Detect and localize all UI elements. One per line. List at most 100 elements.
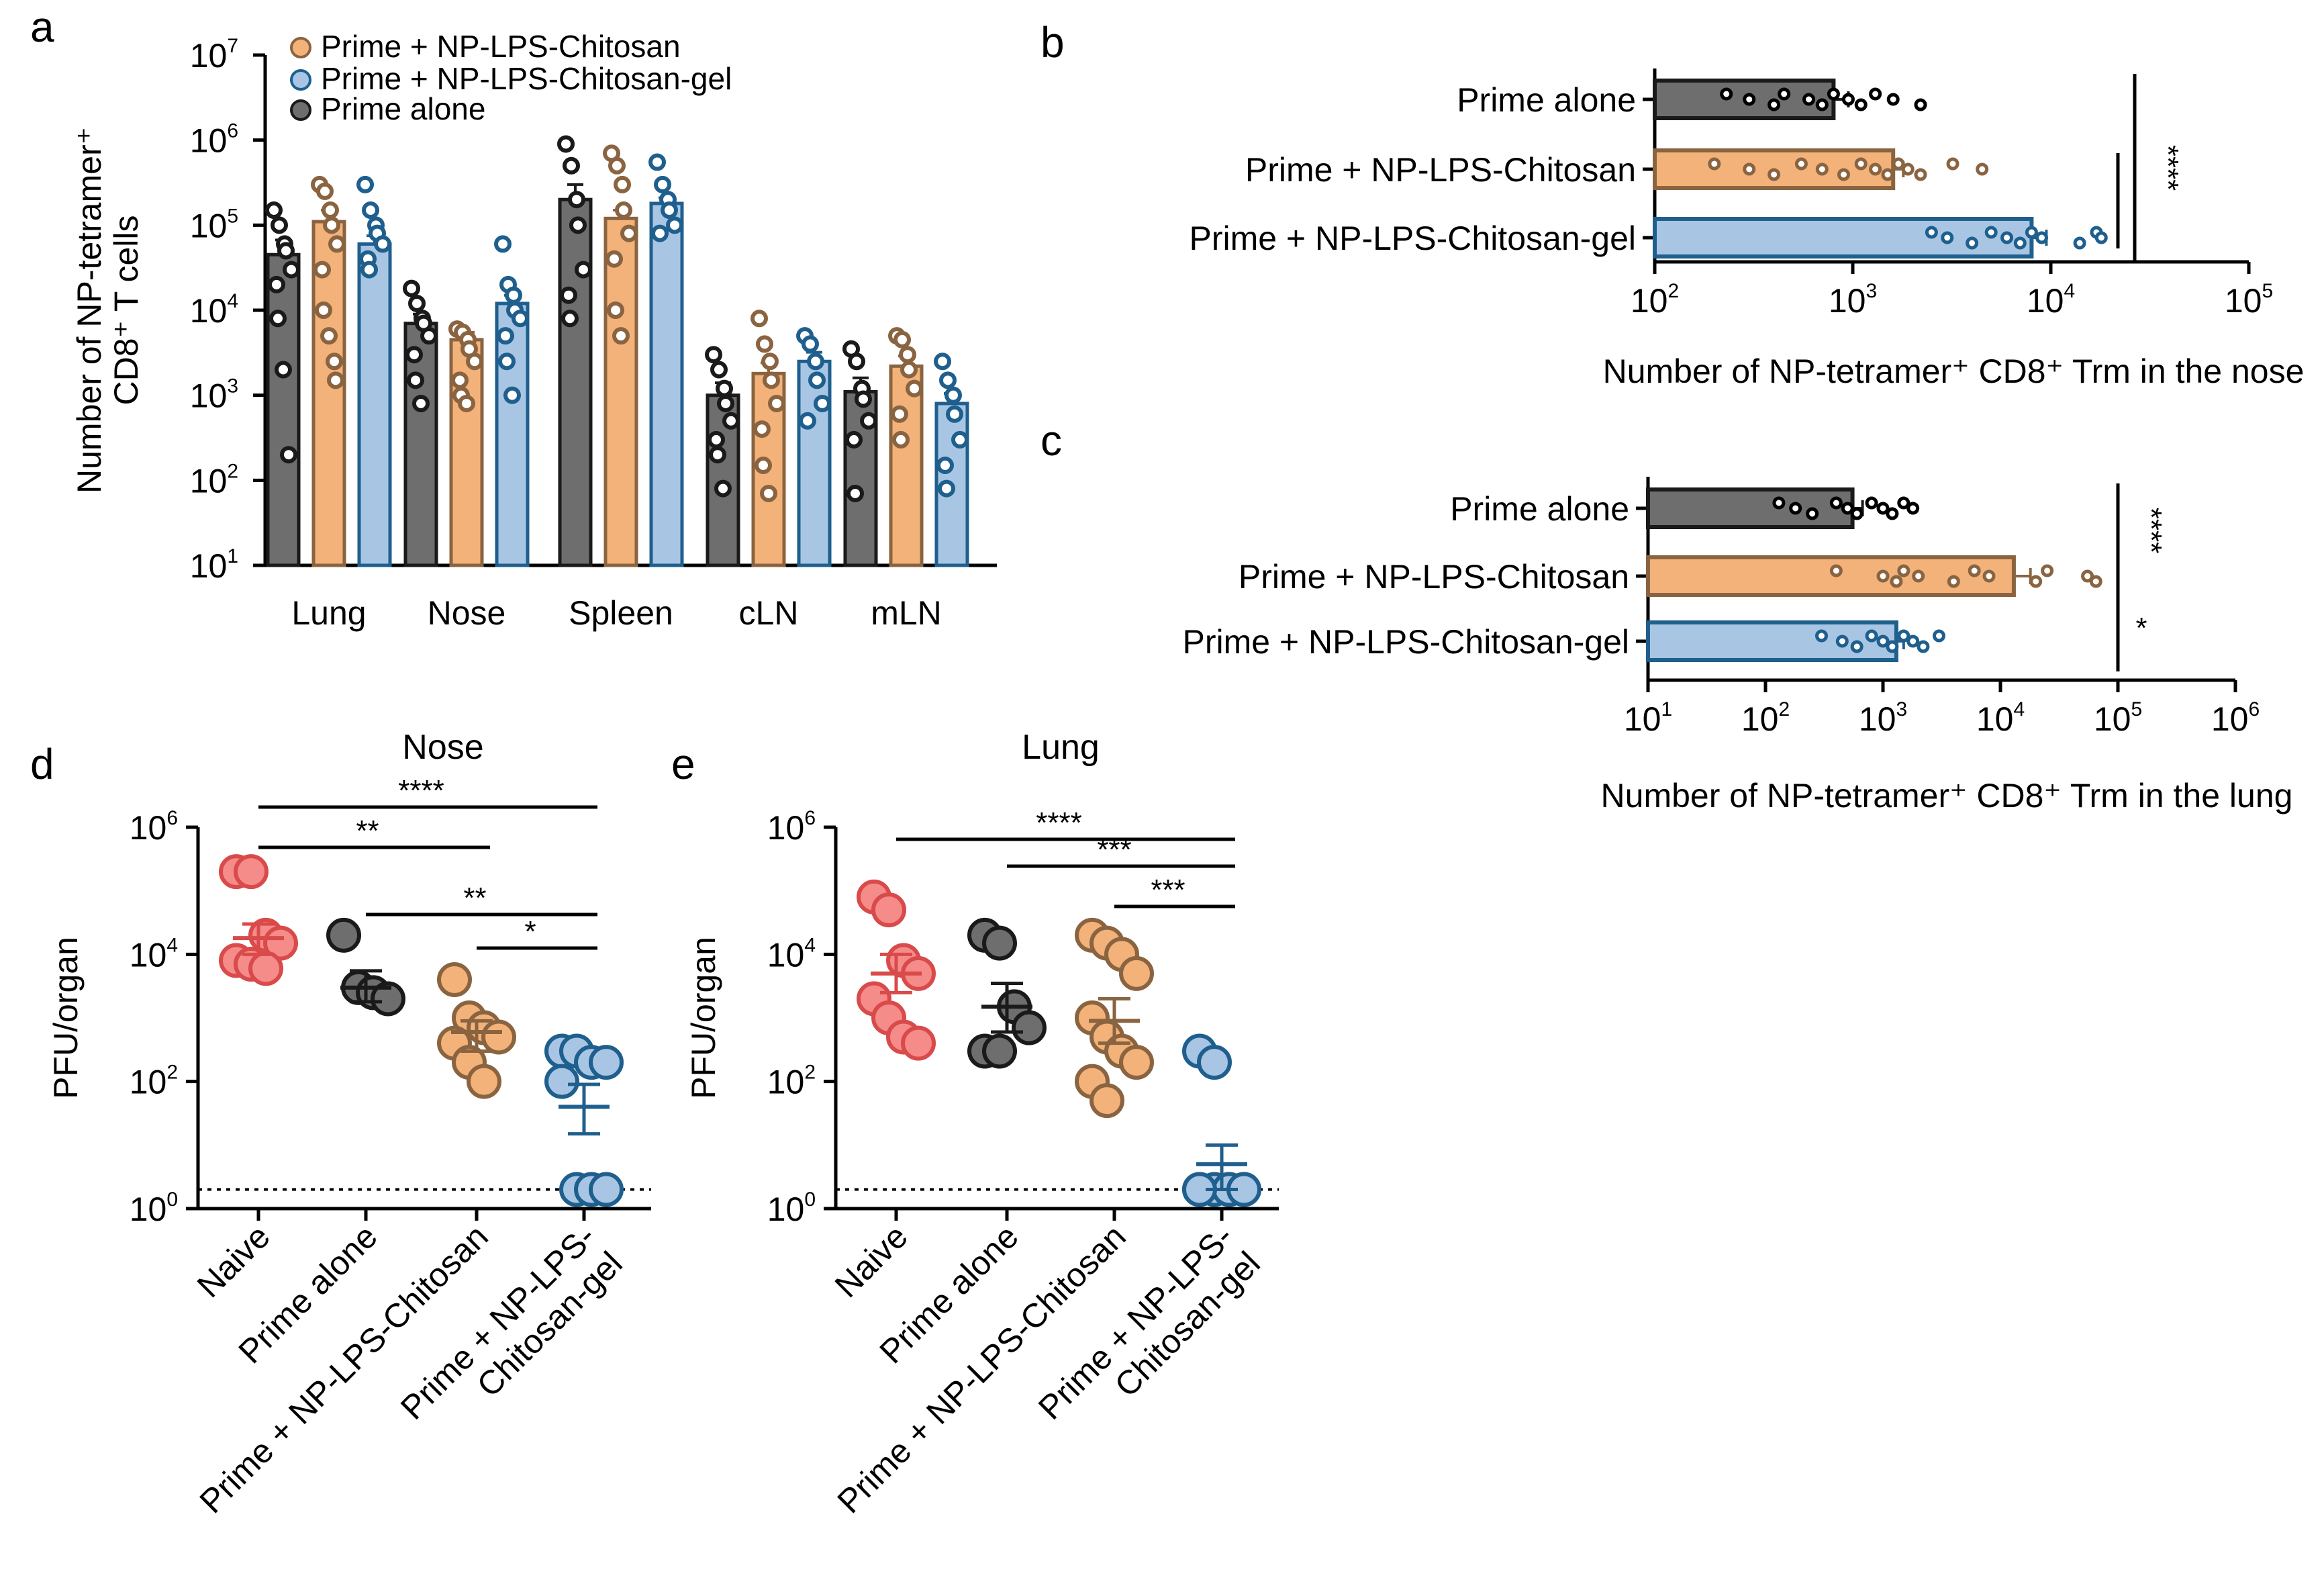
data-point: [1881, 168, 1894, 181]
data-point: [326, 353, 343, 371]
y-category-label: Prime alone: [1450, 490, 1629, 528]
data-point: [356, 175, 374, 193]
data-point: [946, 405, 963, 423]
data-point: [2029, 575, 2043, 588]
data-point: [808, 371, 826, 389]
data-point: [575, 261, 592, 279]
data-point: [412, 394, 430, 412]
legend-entry: Prime + NP-LPS-Chitosan-gel: [321, 61, 732, 96]
bar: [495, 301, 530, 567]
data-point: [2000, 231, 2014, 244]
x-category-label: Naive: [828, 1217, 915, 1305]
data-point: [892, 430, 910, 449]
y-axis-title: Number of NP-tetramer⁺: [70, 127, 108, 494]
data-point: [871, 892, 906, 928]
data-point: [1841, 93, 1855, 106]
data-point: [1941, 231, 1954, 244]
data-point: [2094, 231, 2108, 244]
data-point: [1897, 496, 1910, 510]
data-point: [1968, 564, 1981, 577]
data-point: [563, 156, 580, 175]
data-point: [1865, 629, 1878, 643]
data-point: [614, 175, 631, 193]
data-point: [2081, 569, 2094, 583]
data-point: [505, 286, 522, 304]
x-category-label: Nose: [428, 594, 506, 632]
data-point: [768, 394, 785, 412]
legend-entry: Prime alone: [321, 91, 485, 126]
data-point: [1869, 162, 1882, 176]
data-point: [982, 925, 1017, 961]
data-point: [405, 346, 423, 364]
x-tick-label: 104: [2027, 280, 2075, 320]
data-point: [1901, 162, 1915, 176]
data-point: [934, 353, 951, 371]
data-point: [2025, 226, 2038, 239]
data-point: [1886, 507, 1899, 520]
data-point: [1090, 1083, 1124, 1119]
data-point: [265, 201, 283, 220]
data-point: [860, 412, 877, 430]
data-point: [1869, 87, 1882, 101]
data-point: [666, 216, 683, 234]
data-point: [901, 1025, 936, 1061]
data-point: [2073, 236, 2086, 250]
significance-label: ***: [1151, 874, 1185, 906]
data-point: [481, 1019, 516, 1055]
data-point: [437, 962, 472, 998]
data-point: [899, 346, 916, 364]
data-point: [467, 1064, 501, 1099]
data-point: [1854, 157, 1868, 171]
data-point: [708, 430, 725, 449]
legend-marker: [290, 37, 311, 58]
data-point: [234, 854, 269, 890]
data-point: [1850, 640, 1863, 653]
data-point: [569, 216, 587, 234]
data-point: [761, 353, 779, 371]
data-point: [714, 479, 732, 498]
data-point: [326, 917, 361, 953]
panel-label-e: e: [671, 740, 695, 788]
data-point: [498, 353, 516, 371]
significance-label: ****: [2135, 508, 2168, 554]
data-point: [848, 353, 865, 371]
data-point: [322, 201, 339, 220]
y-tick-label: 103: [190, 375, 238, 415]
y-category-label: Prime + NP-LPS-Chitosan-gel: [1182, 623, 1629, 661]
x-tick-label: 102: [1741, 698, 1790, 738]
data-point: [1829, 564, 1843, 577]
panel-b-chart: 102 103 104 105 Number of NP-tetramer⁺ CD8⁺ …: [1189, 68, 2304, 390]
data-point: [1932, 629, 1945, 643]
data-point: [512, 310, 529, 328]
bar: [1646, 487, 1855, 529]
y-axis-title: PFU/organ: [685, 937, 722, 1099]
data-point: [1119, 1045, 1154, 1080]
y-category-label: Prime + NP-LPS-Chitosan: [1245, 151, 1636, 189]
data-point: [1708, 157, 1721, 171]
x-axis-title: Number of NP-tetramer⁺ CD8⁺ Trm in the l…: [1601, 777, 2293, 814]
data-point: [268, 275, 285, 293]
significance-label: *: [524, 915, 536, 948]
x-category-label: Lung: [291, 594, 366, 632]
data-point: [1890, 575, 1903, 588]
data-point: [705, 346, 722, 364]
data-point: [1835, 635, 1849, 648]
bar: [558, 197, 593, 567]
data-point: [1914, 168, 1927, 181]
data-point: [1778, 87, 1791, 101]
bar: [603, 216, 638, 567]
data-point: [1886, 93, 1900, 106]
data-point: [845, 430, 863, 449]
bar: [649, 201, 684, 567]
significance-label: **: [463, 882, 486, 915]
data-point: [277, 242, 295, 260]
data-point: [1876, 502, 1890, 515]
data-point: [661, 201, 678, 220]
panel-a-chart: 101 102 103 104 105 106 107 Number of NP-tetram…: [70, 29, 997, 632]
data-point: [763, 371, 780, 389]
x-tick-label: 106: [2211, 698, 2260, 738]
data-point: [753, 420, 771, 438]
x-tick-label: 101: [1624, 698, 1672, 738]
